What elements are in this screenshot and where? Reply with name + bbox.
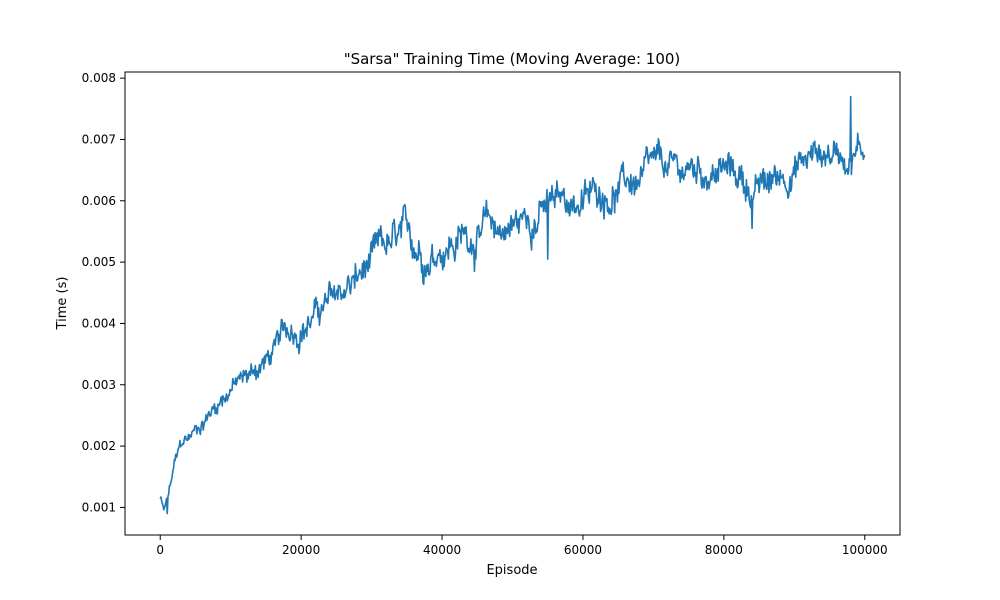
y-tick-label: 0.002 [82, 439, 116, 453]
plot-area [124, 71, 901, 536]
y-axis-label: Time (s) [55, 277, 70, 331]
y-tick-label: 0.008 [82, 71, 116, 85]
x-axis-label: Episode [486, 563, 537, 578]
x-tick-label: 80000 [705, 543, 743, 557]
x-tick-label: 100000 [842, 543, 888, 557]
x-axis: 0 20000 40000 60000 80000 100000 [156, 535, 888, 557]
y-tick-label: 0.004 [82, 316, 116, 330]
y-axis: 0.001 0.002 0.003 0.004 0.005 0.006 0.007 0.008 [82, 71, 125, 514]
x-tick-label: 40000 [423, 543, 461, 557]
chart-title: "Sarsa" Training Time (Moving Average: 1… [344, 50, 681, 68]
x-tick-label: 20000 [282, 543, 320, 557]
axes-frame [124, 71, 901, 536]
x-tick-label: 0 [156, 543, 164, 557]
y-tick-label: 0.006 [82, 194, 116, 208]
y-tick-label: 0.001 [82, 500, 116, 514]
y-tick-label: 0.005 [82, 255, 116, 269]
y-tick-label: 0.007 [82, 132, 116, 146]
y-tick-label: 0.003 [82, 378, 116, 392]
x-tick-label: 60000 [564, 543, 602, 557]
series-line-0 [159, 95, 866, 515]
